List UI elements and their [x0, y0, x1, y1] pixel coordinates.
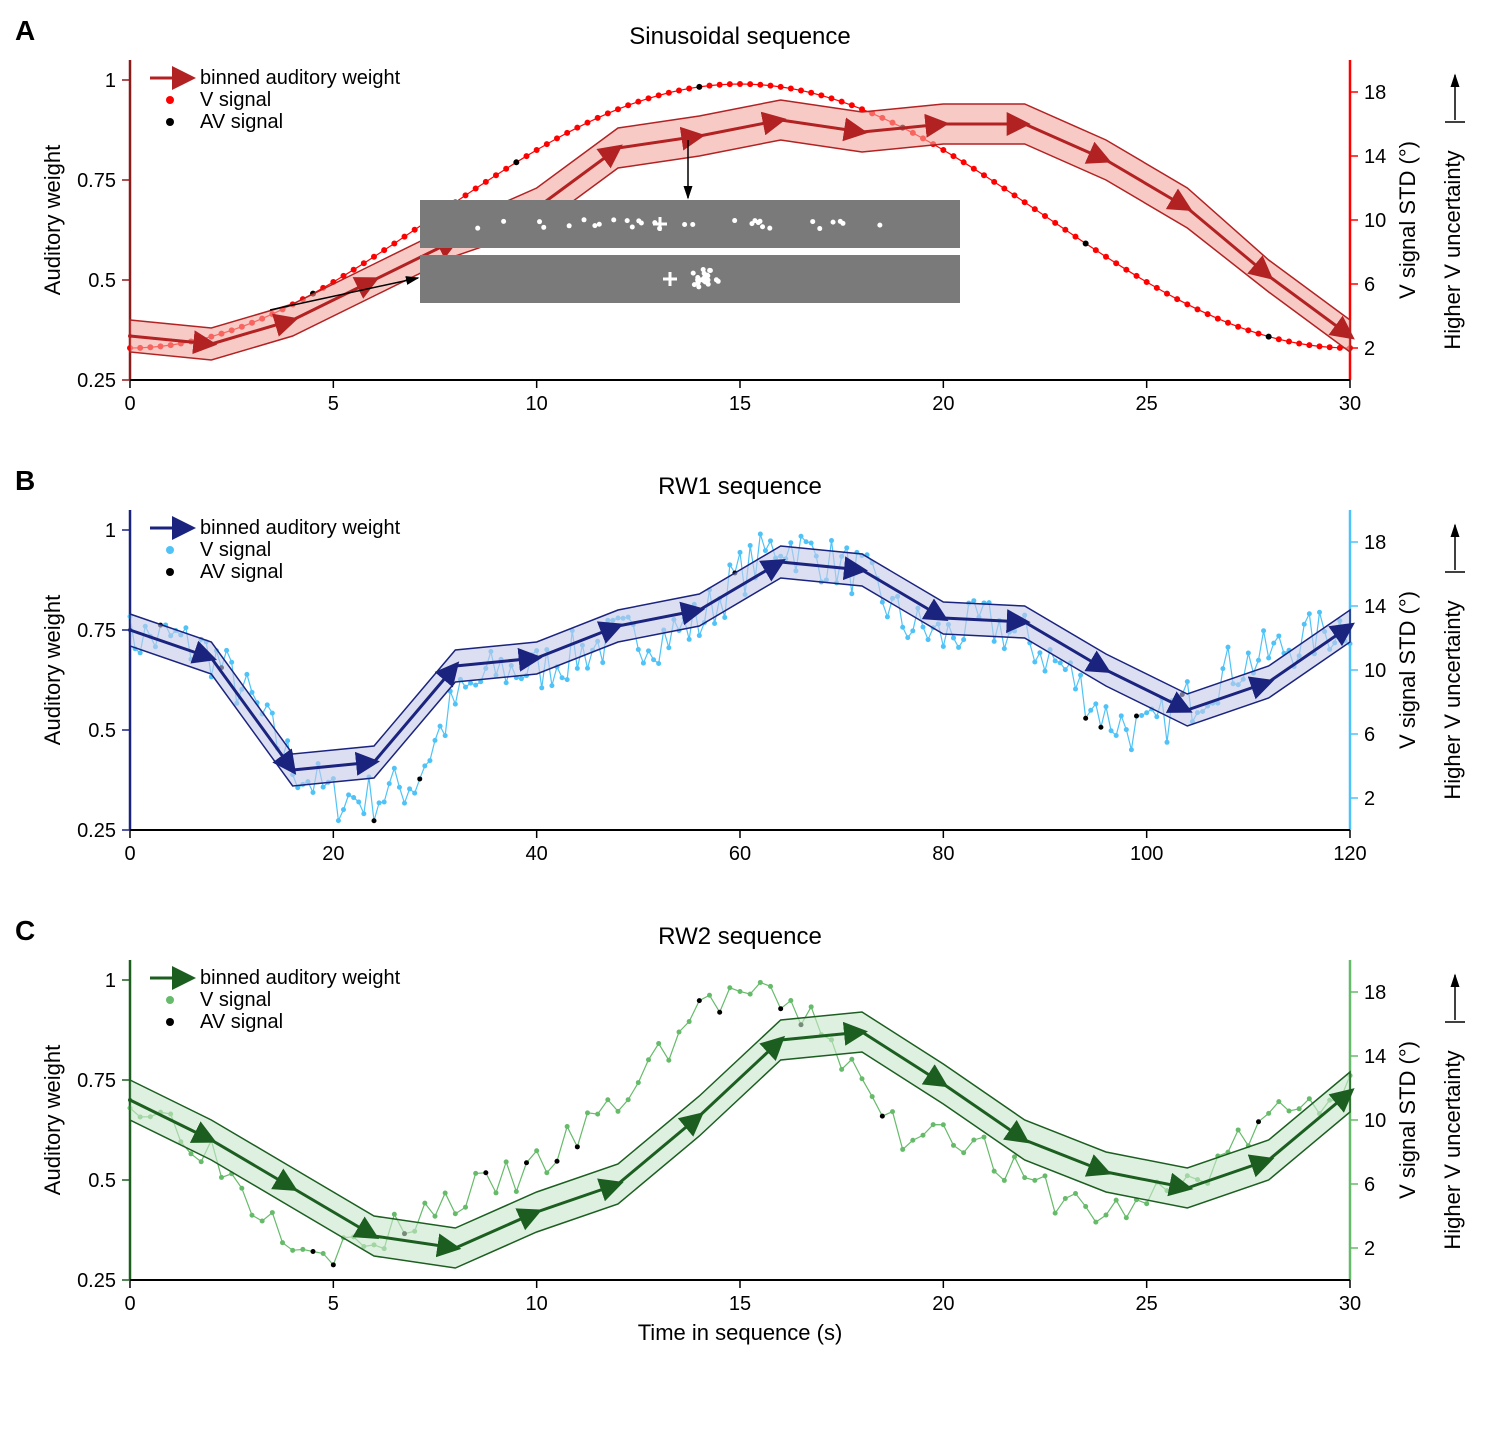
chart-b: RW1 sequence 0 20 40 60 80 100 120 0.25 0.5 0.75 1 2…	[20, 470, 1480, 890]
svg-text:14: 14	[1364, 596, 1386, 618]
svg-text:0.5: 0.5	[88, 720, 116, 742]
svg-text:Auditory weight: Auditory weight	[40, 1045, 65, 1195]
svg-text:0.25: 0.25	[77, 370, 116, 392]
svg-text:0: 0	[124, 1293, 135, 1315]
chart-a: Sinusoidal sequence 0 5 10 15 20 25 30 0.25 0.5 0.…	[20, 20, 1480, 440]
svg-text:0.75: 0.75	[77, 1070, 116, 1092]
svg-text:14: 14	[1364, 1046, 1386, 1068]
svg-text:1: 1	[105, 970, 116, 992]
svg-text:18: 18	[1364, 982, 1386, 1004]
svg-text:6: 6	[1364, 274, 1375, 296]
svg-text:10: 10	[1364, 210, 1386, 232]
svg-text:0: 0	[124, 843, 135, 865]
svg-text:20: 20	[932, 1293, 954, 1315]
svg-text:1: 1	[105, 520, 116, 542]
svg-text:2: 2	[1364, 338, 1375, 360]
svg-text:V signal STD (°): V signal STD (°)	[1395, 1041, 1420, 1199]
svg-text:6: 6	[1364, 724, 1375, 746]
svg-text:binned auditory weight: binned auditory weight	[200, 517, 401, 539]
svg-text:V signal: V signal	[200, 989, 271, 1011]
svg-text:1: 1	[105, 70, 116, 92]
svg-text:RW2 sequence: RW2 sequence	[658, 923, 822, 950]
svg-text:AV signal: AV signal	[200, 561, 283, 583]
svg-text:RW1 sequence: RW1 sequence	[658, 473, 822, 500]
svg-text:0.25: 0.25	[77, 1270, 116, 1292]
svg-text:15: 15	[729, 393, 751, 415]
svg-text:Time in sequence (s): Time in sequence (s)	[638, 1320, 843, 1345]
svg-text:Higher V uncertainty: Higher V uncertainty	[1440, 1050, 1465, 1249]
svg-text:15: 15	[729, 1293, 751, 1315]
svg-text:10: 10	[526, 393, 548, 415]
svg-text:100: 100	[1130, 843, 1163, 865]
svg-text:2: 2	[1364, 1238, 1375, 1260]
svg-text:14: 14	[1364, 146, 1386, 168]
svg-text:binned auditory weight: binned auditory weight	[200, 967, 401, 989]
panel-label-a: A	[15, 15, 35, 47]
svg-text:Sinusoidal sequence: Sinusoidal sequence	[629, 23, 851, 50]
svg-text:0.5: 0.5	[88, 270, 116, 292]
svg-text:18: 18	[1364, 82, 1386, 104]
svg-text:AV signal: AV signal	[200, 111, 283, 133]
svg-text:120: 120	[1333, 843, 1366, 865]
svg-text:AV signal: AV signal	[200, 1011, 283, 1033]
svg-text:V signal STD (°): V signal STD (°)	[1395, 591, 1420, 749]
svg-text:60: 60	[729, 843, 751, 865]
svg-text:80: 80	[932, 843, 954, 865]
svg-text:V signal: V signal	[200, 539, 271, 561]
svg-text:10: 10	[1364, 1110, 1386, 1132]
svg-text:20: 20	[322, 843, 344, 865]
svg-text:25: 25	[1136, 393, 1158, 415]
svg-text:V signal: V signal	[200, 89, 271, 111]
svg-text:Higher V uncertainty: Higher V uncertainty	[1440, 600, 1465, 799]
svg-text:18: 18	[1364, 532, 1386, 554]
svg-text:5: 5	[328, 1293, 339, 1315]
panel-b: B RW1 sequence0204060801001200.250.50.75…	[20, 470, 1480, 890]
svg-text:6: 6	[1364, 1174, 1375, 1196]
svg-text:binned auditory weight: binned auditory weight	[200, 67, 401, 89]
svg-text:20: 20	[932, 393, 954, 415]
svg-text:40: 40	[526, 843, 548, 865]
chart-c: RW2 sequence 0 5 10 15 20 25 30 0.25 0.5 0.75 1 2 6 10…	[20, 920, 1480, 1380]
svg-text:Auditory weight: Auditory weight	[40, 145, 65, 295]
panel-label-b: B	[15, 465, 35, 497]
svg-text:0.75: 0.75	[77, 620, 116, 642]
svg-text:30: 30	[1339, 1293, 1361, 1315]
svg-text:10: 10	[526, 1293, 548, 1315]
svg-text:5: 5	[328, 393, 339, 415]
svg-text:10: 10	[1364, 660, 1386, 682]
svg-text:Higher V uncertainty: Higher V uncertainty	[1440, 150, 1465, 349]
svg-text:0.25: 0.25	[77, 820, 116, 842]
svg-text:V signal STD (°): V signal STD (°)	[1395, 141, 1420, 299]
svg-text:0: 0	[124, 393, 135, 415]
svg-text:Auditory weight: Auditory weight	[40, 595, 65, 745]
panel-c: C RW2 sequence0510152025300.250.50.75126…	[20, 920, 1480, 1380]
svg-text:0.5: 0.5	[88, 1170, 116, 1192]
svg-text:2: 2	[1364, 788, 1375, 810]
svg-text:0.75: 0.75	[77, 170, 116, 192]
panel-a: A Sinusoidal sequence0510152025300.250.5…	[20, 20, 1480, 440]
svg-text:25: 25	[1136, 1293, 1158, 1315]
panel-label-c: C	[15, 915, 35, 947]
figure-container: A Sinusoidal sequence0510152025300.250.5…	[20, 20, 1480, 1380]
svg-text:30: 30	[1339, 393, 1361, 415]
